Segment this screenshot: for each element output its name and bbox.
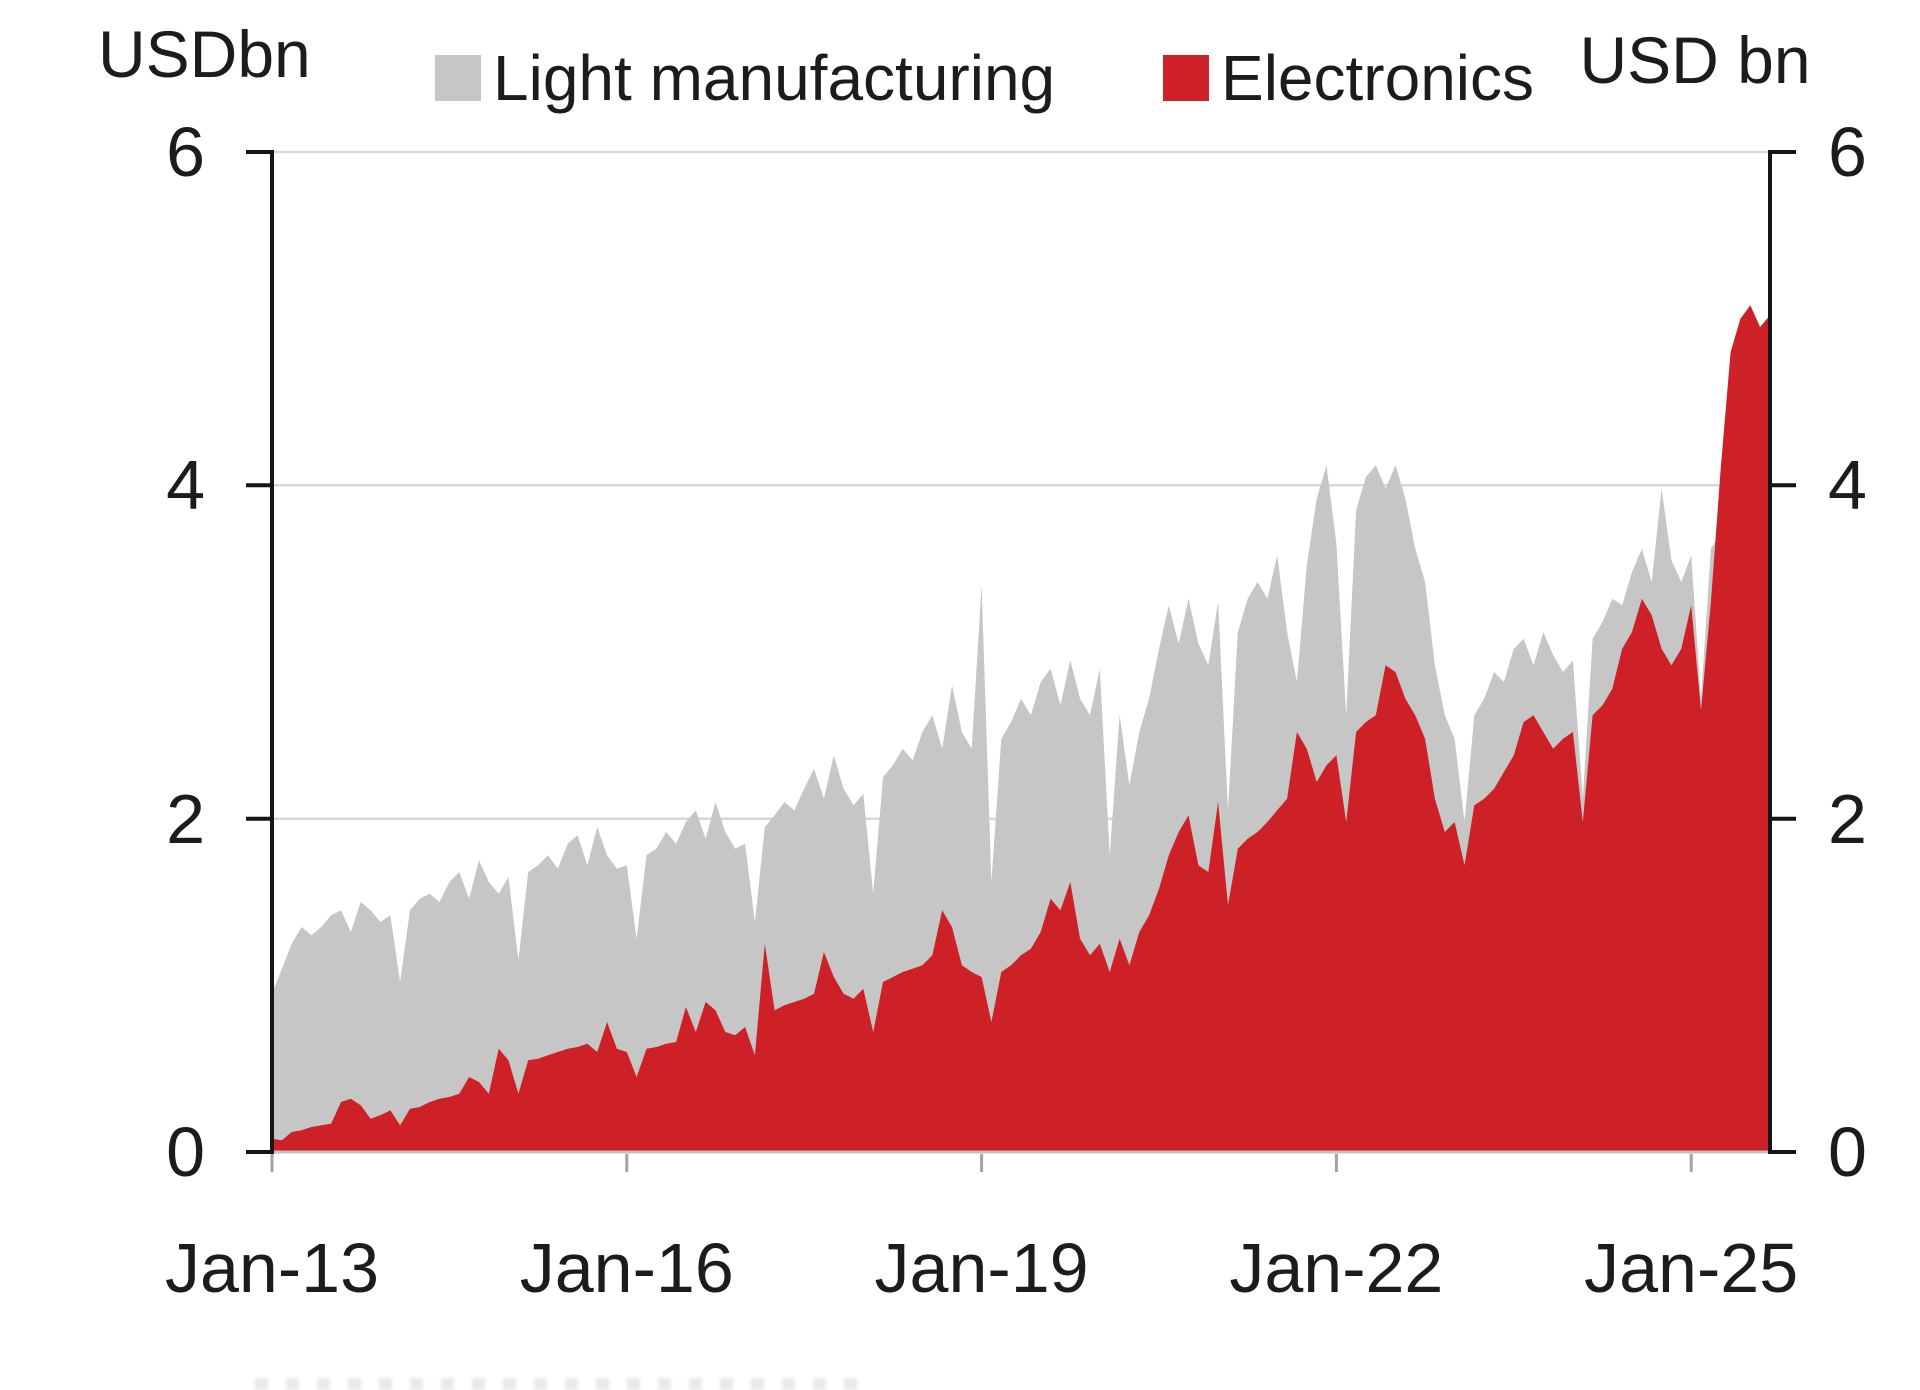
y-axis-unit-right: USD bn (1579, 23, 1811, 97)
legend-label-electronics: Electronics (1221, 42, 1534, 114)
legend-label-light-manufacturing: Light manufacturing (493, 42, 1056, 114)
cropped-text-artifact (255, 1378, 870, 1390)
y-axis-unit-left: USDbn (98, 17, 311, 91)
electronics-area (272, 305, 1770, 1152)
legend-item-electronics: Electronics (1163, 36, 1534, 120)
legend-item-light-manufacturing: Light manufacturing (435, 36, 1055, 120)
legend-swatch-icon (1163, 55, 1209, 101)
legend-swatch-icon (435, 55, 481, 101)
legend: Light manufacturing Electronics (0, 36, 1920, 120)
